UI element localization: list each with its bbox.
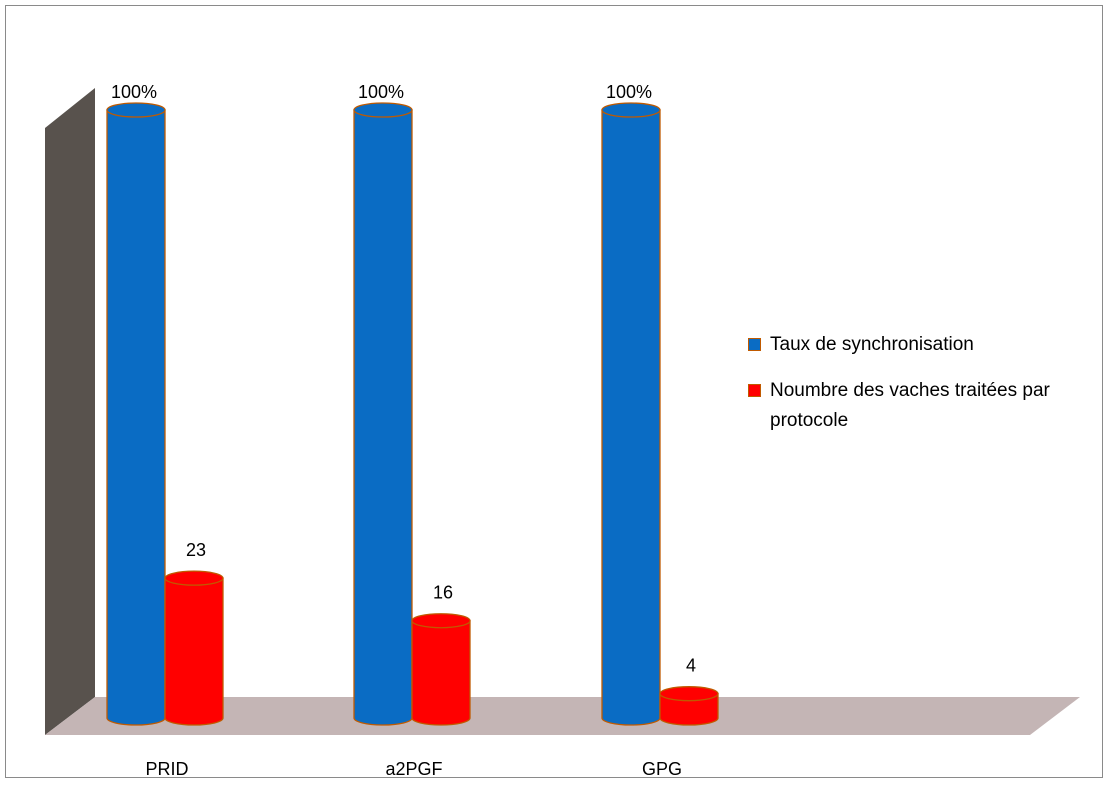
bar-PRID-series-2-body [164, 577, 224, 726]
data-label-a2PGF-series-1: 100% [358, 82, 404, 102]
x-tick-label-a2PGF: a2PGF [385, 759, 442, 779]
bar-a2PGF-series-1-body [353, 109, 413, 726]
bar-GPG-series-2-top [659, 686, 719, 702]
bar-a2PGF-series-2-body [411, 620, 471, 726]
chart-border [5, 5, 1103, 778]
data-label-PRID-series-1: 100% [111, 82, 157, 102]
bar-GPG-series-1-top [601, 102, 661, 118]
bar-GPG-series-1 [601, 102, 661, 726]
legend-item-series-2: Noumbre des vaches traitées par protocol… [748, 376, 1098, 436]
legend-swatch-series-2 [748, 384, 761, 397]
bar-GPG-series-2-body [659, 693, 719, 726]
data-label-PRID-series-2: 23 [186, 540, 206, 560]
chart-legend: Taux de synchronisation Noumbre des vach… [748, 330, 1098, 436]
legend-label-series-1: Taux de synchronisation [770, 334, 974, 355]
data-label-a2PGF-series-2: 16 [433, 583, 453, 603]
x-tick-label-PRID: PRID [145, 759, 188, 779]
bar-a2PGF-series-1 [353, 102, 413, 726]
x-tick-label-GPG: GPG [642, 759, 682, 779]
legend-item-series-1: Taux de synchronisation [748, 330, 1098, 360]
data-label-GPG-series-1: 100% [606, 82, 652, 102]
bar-PRID-series-1 [106, 102, 166, 726]
legend-label-series-2: Noumbre des vaches traitées par protocol… [770, 380, 1050, 431]
bar-PRID-series-2 [164, 570, 224, 726]
bar-GPG-series-1-body [601, 109, 661, 726]
bar-a2PGF-series-2-top [411, 613, 471, 629]
bar-GPG-series-2 [659, 686, 719, 726]
bar-PRID-series-1-body [106, 109, 166, 726]
floor [45, 697, 1080, 735]
legend-swatch-series-1 [748, 338, 761, 351]
bar-PRID-series-1-top [106, 102, 166, 118]
back-wall [45, 88, 95, 735]
bar-a2PGF-series-1-top [353, 102, 413, 118]
bar-PRID-series-2-top [164, 570, 224, 586]
bar-a2PGF-series-2 [411, 613, 471, 726]
data-label-GPG-series-2: 4 [686, 656, 696, 676]
